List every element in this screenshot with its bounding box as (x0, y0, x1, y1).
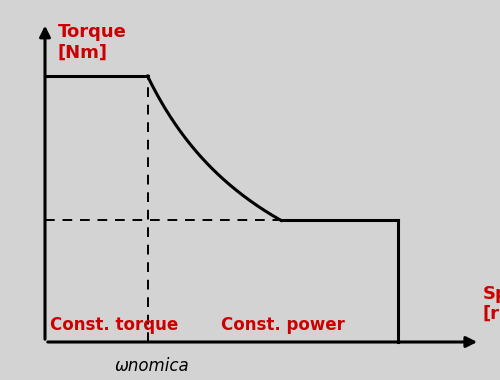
Text: Const. torque: Const. torque (50, 317, 178, 334)
Text: Torque
[Nm]: Torque [Nm] (58, 23, 126, 62)
Text: Speed
[rpm]: Speed [rpm] (482, 285, 500, 323)
Text: Const. power: Const. power (220, 317, 344, 334)
Text: ωnomica: ωnomica (115, 357, 190, 375)
